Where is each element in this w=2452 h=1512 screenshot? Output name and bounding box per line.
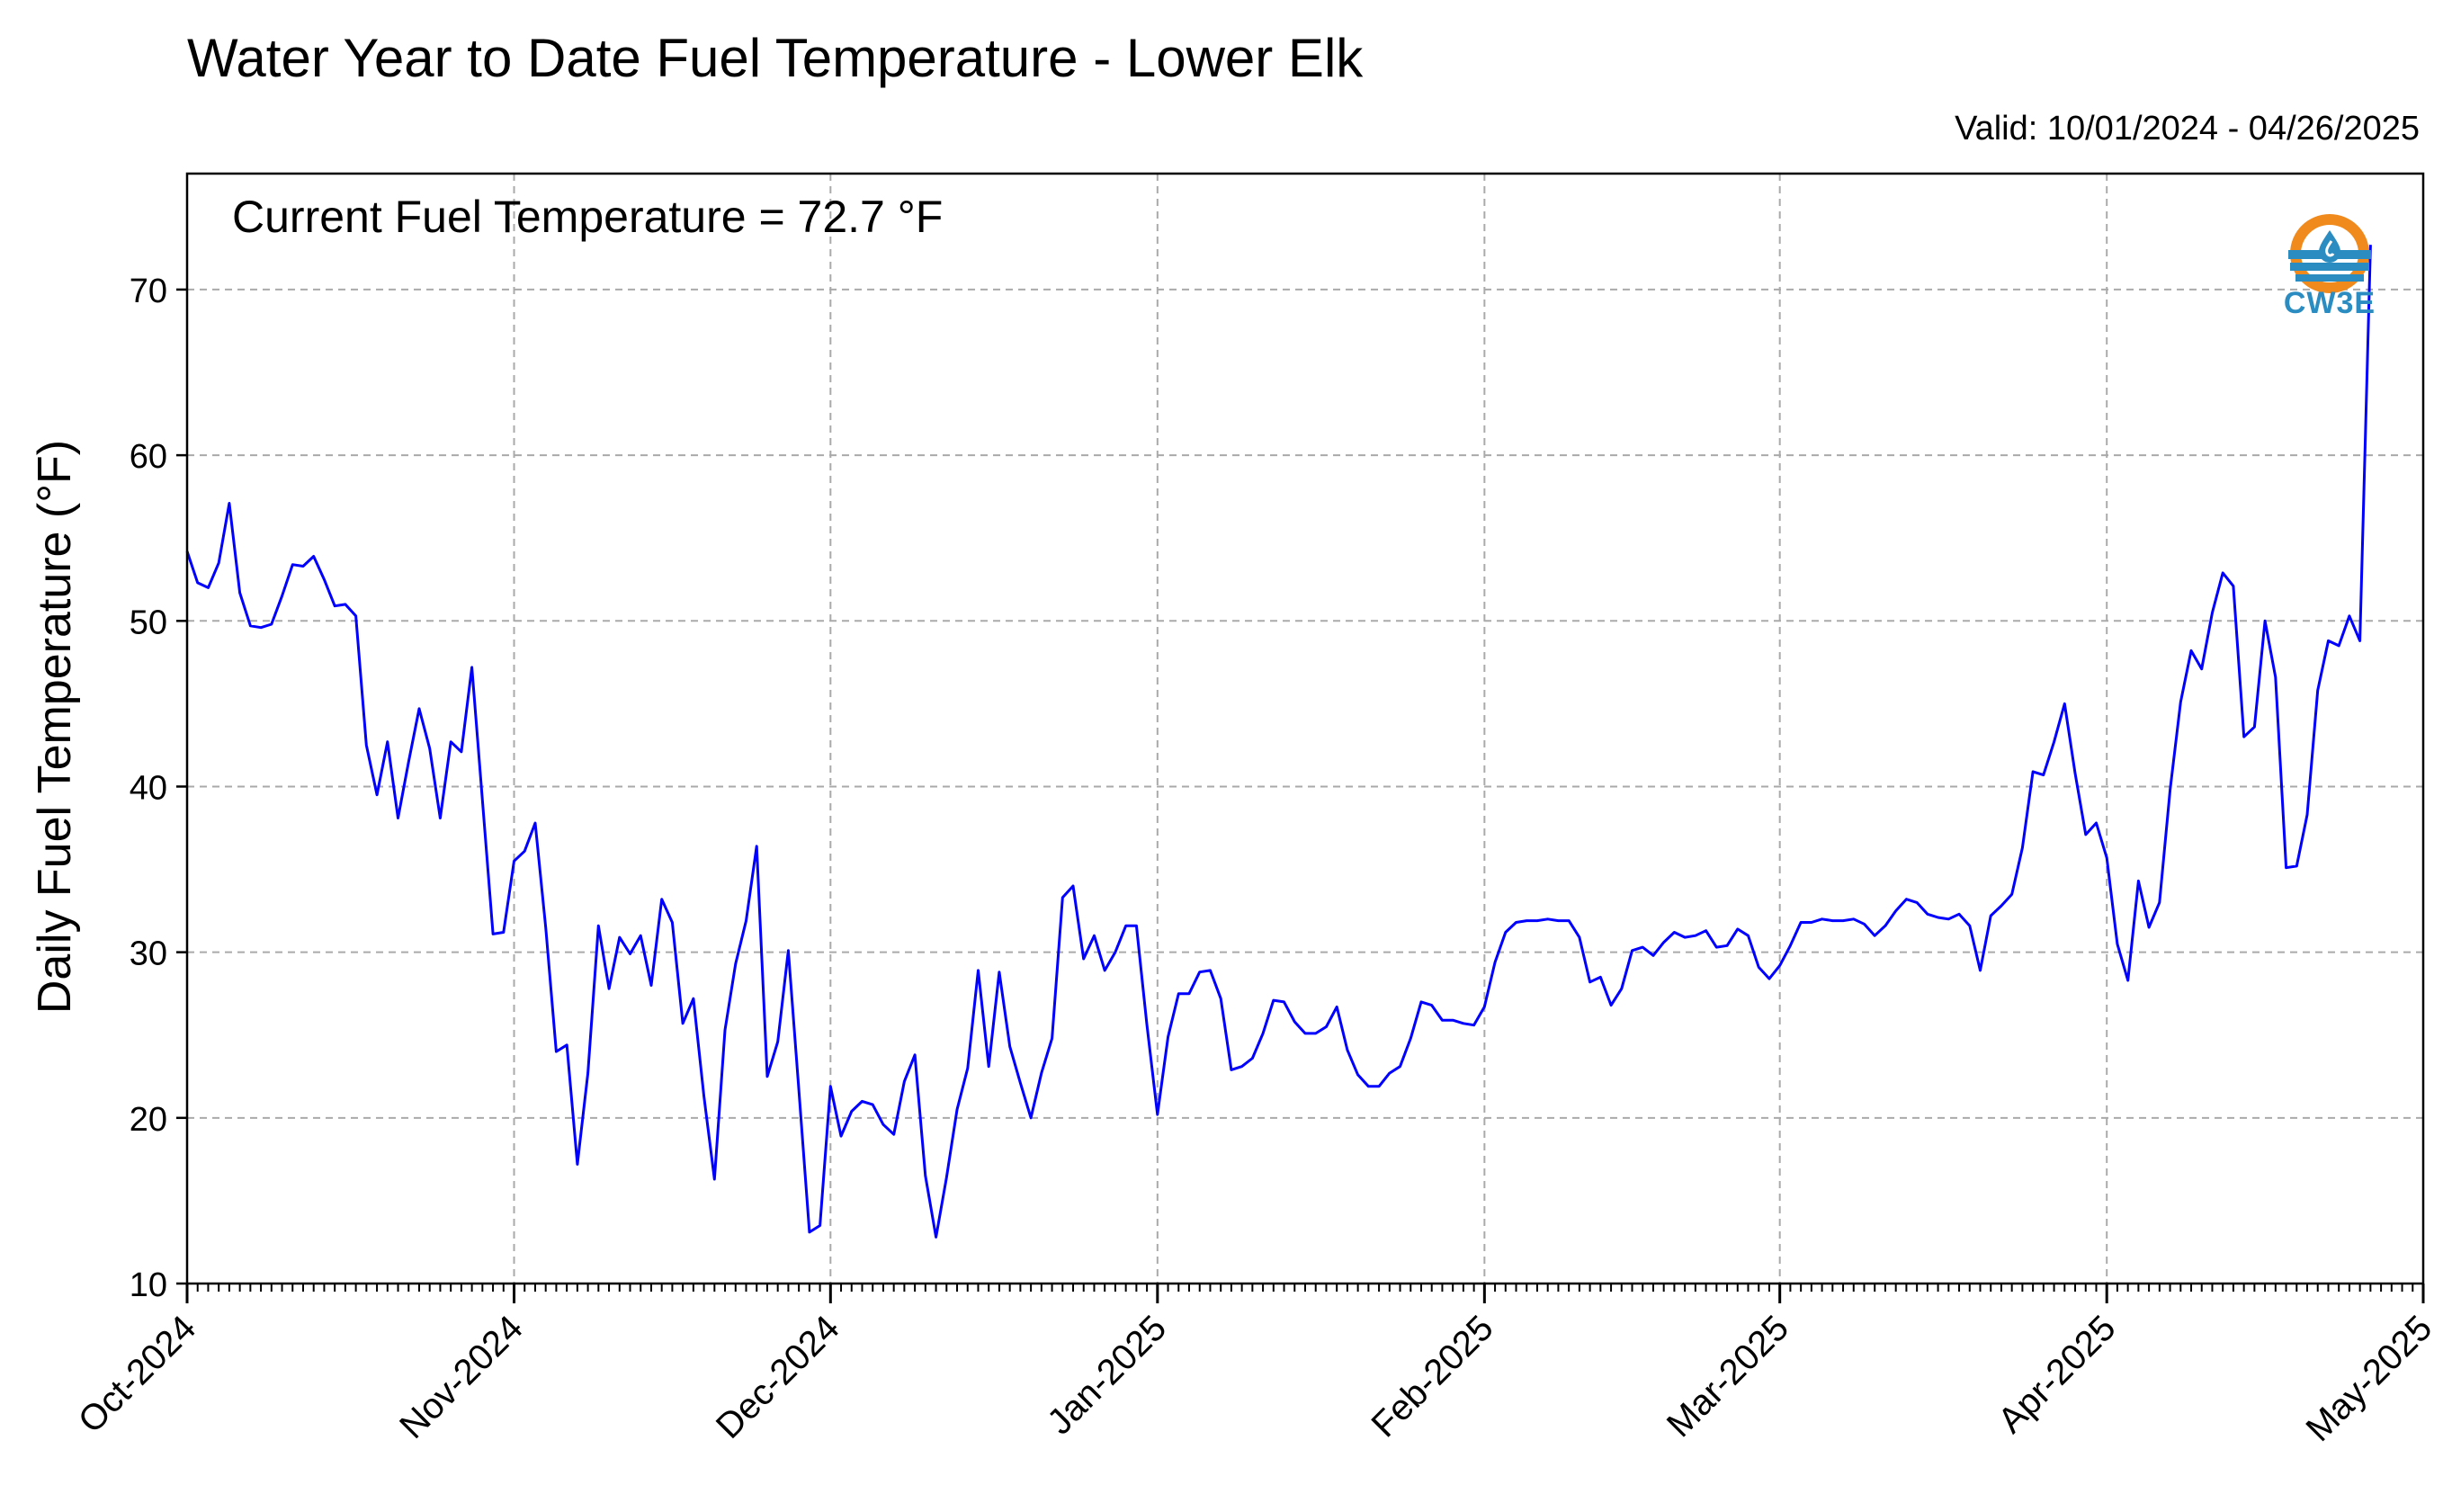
y-tick-label: 10 [130,1266,167,1304]
y-axis-label: Daily Fuel Temperature (°F) [29,440,81,1014]
x-tick-label: Apr-2025 [1991,1308,2123,1440]
current-value-annotation: Current Fuel Temperature = 72.7 °F [232,192,943,242]
y-tick-label: 60 [130,438,167,476]
y-tick-label: 30 [130,935,167,973]
x-tick-label: Mar-2025 [1660,1308,1796,1445]
x-tick-label: Jan-2025 [1040,1308,1174,1442]
logo-text: CW3E [2283,286,2376,320]
axes: 10 20 30 40 50 60 70 Oct-2024 Nov-2024 Dec-2024 Ja… [71,273,2439,1449]
series-layer [185,245,2372,1239]
cw3e-logo-icon [2288,214,2371,293]
y-tick-label: 50 [130,604,167,641]
chart-title: Water Year to Date Fuel Temperature - Lo… [187,28,1364,88]
x-tick-label: Nov-2024 [392,1308,531,1446]
grid-lines [187,174,2423,1284]
y-tick-label: 20 [130,1101,167,1139]
series-line [185,245,2372,1239]
x-tick-label: Feb-2025 [1365,1308,1501,1445]
x-tick-label: Oct-2024 [71,1308,203,1440]
x-tick-label: Dec-2024 [709,1308,847,1446]
x-tick-label: May-2025 [2298,1308,2439,1449]
plot-frame [185,172,2425,1285]
y-tick-label: 40 [130,769,167,807]
valid-date-range: Valid: 10/01/2024 - 04/26/2025 [1955,110,2420,148]
y-tick-label: 70 [130,273,167,310]
